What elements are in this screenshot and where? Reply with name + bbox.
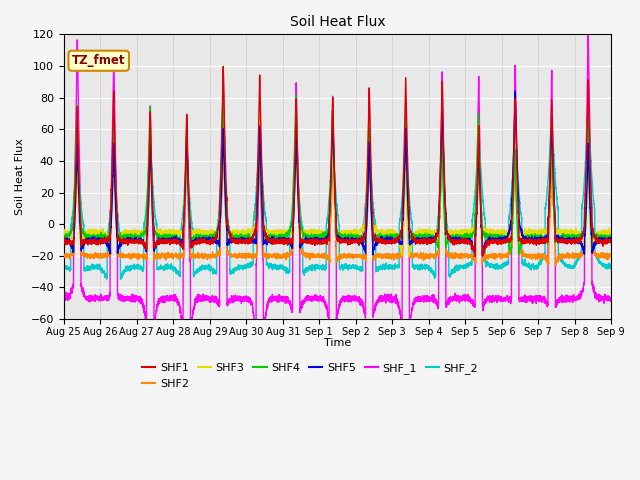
SHF_2 (103, 276, 111, 282)
SHF_2 (159, 265, 166, 271)
SHF5 (60, 235, 68, 241)
SHF4 (317, 234, 325, 240)
Line: SHF4: SHF4 (64, 96, 611, 254)
SHF_2 (584, 110, 592, 116)
Line: SHF_2: SHF_2 (64, 113, 611, 279)
SHF3 (607, 232, 615, 238)
SHF1 (317, 239, 325, 245)
SHF1 (430, 239, 438, 244)
SHF_1 (317, 295, 325, 301)
SHF1 (492, 240, 499, 245)
SHF5 (607, 238, 615, 244)
SHF_1 (158, 295, 166, 301)
SHF2 (292, 125, 300, 131)
SHF3 (158, 228, 166, 234)
SHF5 (511, 88, 519, 94)
SHF3 (365, 108, 372, 114)
SHF_1 (430, 292, 438, 298)
SHF4 (430, 235, 438, 240)
SHF1 (607, 239, 615, 244)
SHF3 (492, 229, 499, 235)
SHF1 (460, 241, 468, 247)
SHF_2 (492, 262, 499, 267)
SHF_1 (492, 295, 499, 300)
SHF5 (430, 238, 438, 243)
Line: SHF1: SHF1 (64, 67, 611, 256)
SHF4 (607, 235, 615, 240)
Line: SHF5: SHF5 (64, 91, 611, 255)
SHF_2 (60, 264, 68, 270)
SHF2 (552, 263, 559, 268)
Y-axis label: Soil Heat Flux: Soil Heat Flux (15, 138, 25, 215)
SHF2 (607, 253, 615, 259)
SHF_2 (430, 273, 438, 278)
SHF4 (492, 234, 499, 240)
SHF3 (607, 228, 614, 233)
SHF4 (607, 232, 614, 238)
SHF1 (607, 238, 614, 243)
SHF5 (317, 239, 324, 245)
SHF2 (430, 253, 438, 259)
SHF4 (60, 236, 68, 241)
SHF4 (292, 93, 300, 98)
SHF5 (158, 237, 166, 242)
SHF5 (492, 237, 499, 242)
SHF1 (220, 64, 227, 70)
SHF_1 (460, 294, 468, 300)
SHF2 (317, 254, 325, 260)
SHF_2 (317, 264, 325, 270)
SHF_1 (607, 295, 615, 301)
SHF3 (460, 229, 468, 235)
SHF_1 (252, 335, 260, 340)
SHF_2 (460, 265, 468, 271)
SHF3 (430, 227, 438, 233)
SHF_1 (60, 296, 68, 301)
Text: TZ_fmet: TZ_fmet (72, 54, 125, 67)
SHF2 (460, 253, 468, 259)
SHF_2 (607, 261, 615, 267)
SHF5 (369, 252, 377, 258)
Legend: SHF1, SHF2, SHF3, SHF4, SHF5, SHF_1, SHF_2: SHF1, SHF2, SHF3, SHF4, SHF5, SHF_1, SHF… (138, 359, 483, 393)
Title: Soil Heat Flux: Soil Heat Flux (290, 15, 385, 29)
SHF4 (515, 252, 523, 257)
Line: SHF2: SHF2 (64, 128, 611, 265)
SHF2 (607, 254, 614, 260)
SHF1 (60, 241, 68, 247)
SHF4 (158, 234, 166, 240)
Line: SHF_1: SHF_1 (64, 35, 611, 337)
SHF5 (460, 236, 468, 242)
SHF3 (398, 252, 406, 258)
SHF1 (471, 253, 479, 259)
SHF4 (460, 234, 468, 240)
SHF2 (492, 255, 499, 261)
SHF3 (60, 229, 68, 235)
Line: SHF3: SHF3 (64, 111, 611, 255)
SHF2 (60, 253, 68, 259)
SHF3 (317, 230, 324, 236)
SHF_2 (607, 265, 614, 271)
SHF2 (158, 252, 166, 258)
SHF1 (158, 239, 166, 244)
SHF5 (607, 236, 614, 241)
SHF_1 (607, 295, 614, 301)
X-axis label: Time: Time (324, 338, 351, 348)
SHF_1 (584, 32, 592, 38)
